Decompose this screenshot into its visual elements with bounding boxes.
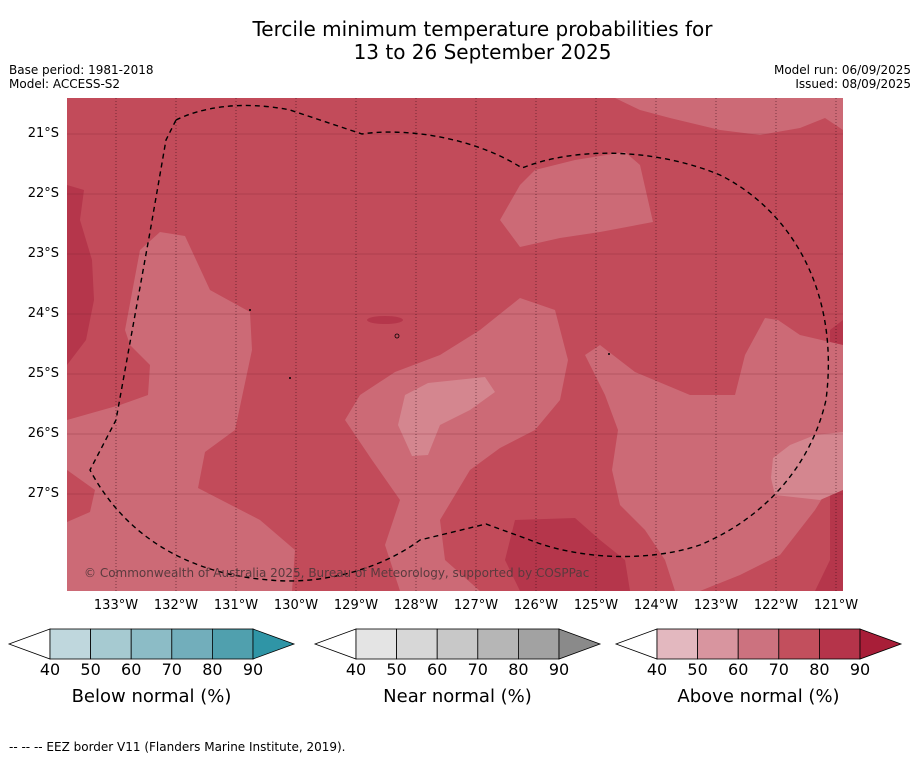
above-normal-over-arrow — [859, 628, 903, 660]
lon-label-122w: 122°W — [753, 598, 799, 613]
below-normal-label: Below normal (%) — [71, 686, 232, 707]
island-mark-4 — [608, 353, 610, 355]
lon-label-132w: 132°W — [153, 598, 199, 613]
above-normal-swatch — [737, 628, 780, 660]
lon-label-131w: 131°W — [213, 598, 259, 613]
above-normal-tick: 70 — [768, 660, 789, 679]
below-normal-swatch — [171, 628, 213, 660]
near-normal-tick: 50 — [386, 660, 407, 679]
below-normal-tick: 90 — [242, 660, 264, 679]
above-normal-swatch — [778, 628, 820, 660]
lon-gridlines — [115, 98, 837, 591]
below-normal-tick: 60 — [121, 660, 142, 679]
below-normal-swatch — [49, 628, 91, 660]
near-normal-colorbar — [313, 628, 602, 660]
island-mark-2 — [289, 377, 291, 379]
above-normal-swatch — [656, 628, 698, 660]
island-mark-3 — [394, 333, 400, 339]
above-normal-tick: 60 — [728, 660, 749, 679]
lat-label-25s: 25°S — [27, 366, 59, 381]
above-normal-swatch — [697, 628, 739, 660]
below-normal-tick: 40 — [39, 660, 61, 679]
lon-label-121w: 121°W — [813, 598, 859, 613]
eez-footnote: -- -- -- EEZ border V11 (Flanders Marine… — [9, 740, 346, 754]
map-field — [67, 98, 843, 591]
above-normal-label: Above normal (%) — [677, 686, 840, 707]
lat-label-23s: 23°S — [27, 246, 59, 261]
near-normal-label: Near normal (%) — [383, 686, 532, 707]
lat-gridlines — [67, 133, 843, 495]
lat-label-24s: 24°S — [27, 306, 59, 321]
copyright-notice: © Commonwealth of Australia 2025, Bureau… — [84, 566, 590, 580]
above-normal-tick: 90 — [849, 660, 871, 679]
near-normal-tick: 90 — [548, 660, 570, 679]
near-normal-swatch — [355, 628, 397, 660]
near-normal-tick: 60 — [427, 660, 448, 679]
chart-title: Tercile minimum temperature probabilitie… — [0, 18, 919, 64]
dark-dash — [367, 316, 403, 324]
below-normal-swatch — [90, 628, 132, 660]
lighter-region-east — [771, 432, 843, 500]
meta-right: Model run: 06/09/2025 Issued: 08/09/2025 — [774, 63, 911, 91]
colorbars — [7, 628, 903, 660]
lon-label-125w: 125°W — [573, 598, 619, 613]
near-normal-over-arrow — [558, 628, 602, 660]
above-normal-colorbar — [614, 628, 903, 660]
issued-date: Issued: 08/09/2025 — [795, 77, 911, 91]
light-region-center — [345, 298, 568, 591]
above-normal-tick: 40 — [646, 660, 668, 679]
above-normal-swatch — [819, 628, 861, 660]
below-normal-under-arrow — [7, 628, 51, 660]
eez-border — [89, 104, 830, 582]
light-region-east — [585, 318, 843, 591]
model-run: Model run: 06/09/2025 — [773, 63, 911, 77]
title-line-1: Tercile minimum temperature probabilitie… — [252, 17, 713, 41]
above-normal-under-arrow — [614, 628, 658, 660]
lat-label-22s: 22°S — [27, 186, 59, 201]
lon-label-123w: 123°W — [693, 598, 739, 613]
lat-label-27s: 27°S — [27, 486, 59, 501]
above-normal-tick: 50 — [687, 660, 708, 679]
lon-label-124w: 124°W — [633, 598, 679, 613]
light-region-north — [500, 152, 653, 247]
lat-label-26s: 26°S — [27, 426, 59, 441]
near-normal-tick: 80 — [508, 660, 529, 679]
above-normal-tick: 80 — [809, 660, 830, 679]
near-normal-swatch — [436, 628, 479, 660]
lon-label-130w: 130°W — [273, 598, 319, 613]
near-normal-swatch — [477, 628, 519, 660]
light-region-northeast — [615, 98, 843, 135]
near-normal-tick: 70 — [467, 660, 488, 679]
below-normal-tick: 50 — [80, 660, 101, 679]
lon-label-129w: 129°W — [333, 598, 379, 613]
lon-label-126w: 126°W — [513, 598, 559, 613]
near-normal-swatch — [396, 628, 438, 660]
below-normal-tick: 70 — [161, 660, 182, 679]
lighter-region-center — [398, 377, 495, 456]
light-region-west — [67, 232, 295, 591]
lon-label-128w: 128°W — [393, 598, 439, 613]
meta-left: Base period: 1981-2018 Model: ACCESS-S2 — [9, 63, 154, 91]
lon-label-133w: 133°W — [93, 598, 139, 613]
below-normal-swatch — [130, 628, 173, 660]
dark-patch-west — [67, 185, 94, 365]
below-normal-swatch — [211, 628, 254, 660]
below-normal-tick: 80 — [202, 660, 223, 679]
lat-label-21s: 21°S — [27, 126, 59, 141]
island-mark-1 — [249, 309, 251, 311]
model-name: Model: ACCESS-S2 — [9, 77, 121, 91]
near-normal-swatch — [518, 628, 560, 660]
lon-label-127w: 127°W — [453, 598, 499, 613]
base-period: Base period: 1981-2018 — [9, 63, 154, 77]
below-normal-over-arrow — [252, 628, 296, 660]
near-normal-under-arrow — [313, 628, 357, 660]
title-line-2: 13 to 26 September 2025 — [353, 40, 612, 64]
below-normal-colorbar — [7, 628, 296, 660]
near-normal-tick: 40 — [345, 660, 367, 679]
